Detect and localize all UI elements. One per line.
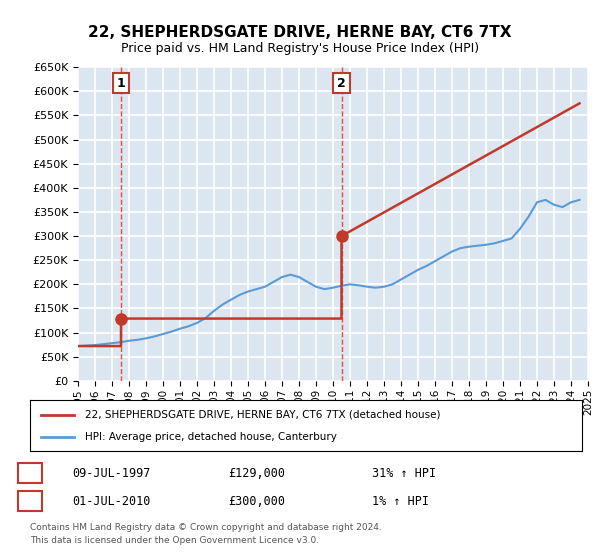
Text: Price paid vs. HM Land Registry's House Price Index (HPI): Price paid vs. HM Land Registry's House …: [121, 42, 479, 55]
Text: This data is licensed under the Open Government Licence v3.0.: This data is licensed under the Open Gov…: [30, 536, 319, 545]
Text: 22, SHEPHERDSGATE DRIVE, HERNE BAY, CT6 7TX (detached house): 22, SHEPHERDSGATE DRIVE, HERNE BAY, CT6 …: [85, 409, 440, 419]
Text: 22, SHEPHERDSGATE DRIVE, HERNE BAY, CT6 7TX: 22, SHEPHERDSGATE DRIVE, HERNE BAY, CT6 …: [88, 25, 512, 40]
Text: 2: 2: [26, 494, 34, 508]
Text: 01-JUL-2010: 01-JUL-2010: [72, 494, 151, 508]
Text: 2: 2: [337, 77, 346, 90]
Text: £129,000: £129,000: [228, 466, 285, 480]
Text: 09-JUL-1997: 09-JUL-1997: [72, 466, 151, 480]
Text: £300,000: £300,000: [228, 494, 285, 508]
Text: 31% ↑ HPI: 31% ↑ HPI: [372, 466, 436, 480]
Text: 1% ↑ HPI: 1% ↑ HPI: [372, 494, 429, 508]
Text: 1: 1: [26, 466, 34, 480]
Text: 1: 1: [116, 77, 125, 90]
Text: HPI: Average price, detached house, Canterbury: HPI: Average price, detached house, Cant…: [85, 432, 337, 442]
Text: Contains HM Land Registry data © Crown copyright and database right 2024.: Contains HM Land Registry data © Crown c…: [30, 523, 382, 532]
